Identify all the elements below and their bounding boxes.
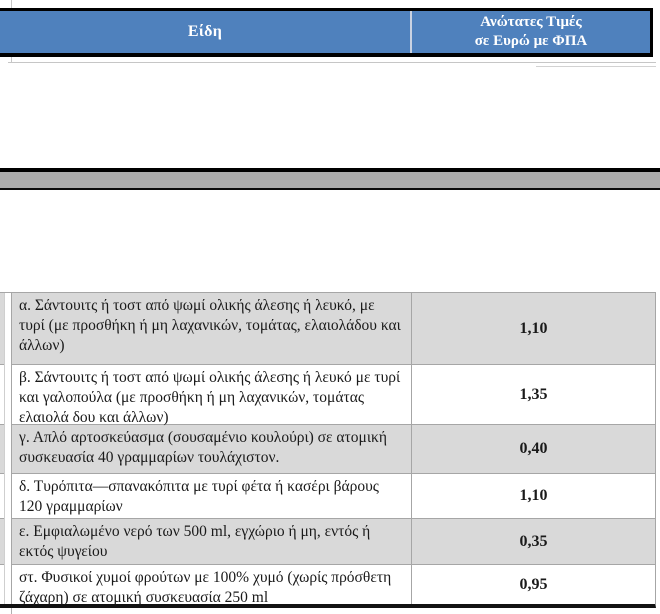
price-cell: 1,10 [519,487,548,504]
header-items-label: Είδη [187,23,223,40]
item-cell: δ. Τυρόπιτα—σπανακόπιτα με τυρί φέτα ή κ… [0,474,412,518]
table-row: ε. Εμφιαλωμένο νερό των 500 ml, εγχώριο … [0,518,655,564]
table-row: δ. Τυρόπιτα—σπανακόπιτα με τυρί φέτα ή κ… [0,473,655,518]
price-cell: 1,10 [519,319,548,337]
item-cell: β. Σάντουιτς ή τοστ από ψωμί ολικής άλεσ… [0,365,412,426]
header-cell-price: Ανώτατες Τιμές σε Ευρώ με ΦΠΑ [412,11,650,53]
item-cell: α. Σάντουιτς ή τοστ από ψωμί ολικής άλεσ… [0,293,412,364]
header-column-divider [410,11,412,53]
table-row: στ. Φυσικοί χυμοί φρούτων με 100% χυμό (… [0,564,655,606]
price-table: α. Σάντουιτς ή τοστ από ψωμί ολικής άλεσ… [0,292,656,608]
outer-box-bottom-line [8,62,656,63]
table-header-row: Είδη Ανώτατες Τιμές σε Ευρώ με ΦΠΑ [0,8,653,57]
item-cell: στ. Φυσικοί χυμοί φρούτων με 100% χυμό (… [0,565,412,606]
table-row: β. Σάντουιτς ή τοστ από ψωμί ολικής άλεσ… [0,364,655,426]
item-cell: γ. Απλό αρτοσκεύασμα (σουσαμένιο κουλούρ… [0,425,412,473]
left-gutter-column [4,293,12,604]
price-cell: 1,35 [519,385,548,403]
price-cell: 0,40 [519,440,548,457]
price-cell: 0,95 [519,575,548,593]
table-row: γ. Απλό αρτοσκεύασμα (σουσαμένιο κουλούρ… [0,424,655,473]
item-cell: ε. Εμφιαλωμένο νερό των 500 ml, εγχώριο … [0,519,412,564]
price-cell: 0,35 [519,532,548,550]
outer-box-bottom-line-2 [536,66,656,67]
below-table-left-line [11,608,12,614]
header-cell-items: Είδη [0,11,410,53]
section-separator-band [0,168,660,190]
header-price-label-line1: Ανώτατες Τιμές [480,14,582,30]
header-price-label-line2: σε Ευρώ με ΦΠΑ [474,33,588,49]
table-row: α. Σάντουιτς ή τοστ από ψωμί ολικής άλεσ… [0,293,655,364]
